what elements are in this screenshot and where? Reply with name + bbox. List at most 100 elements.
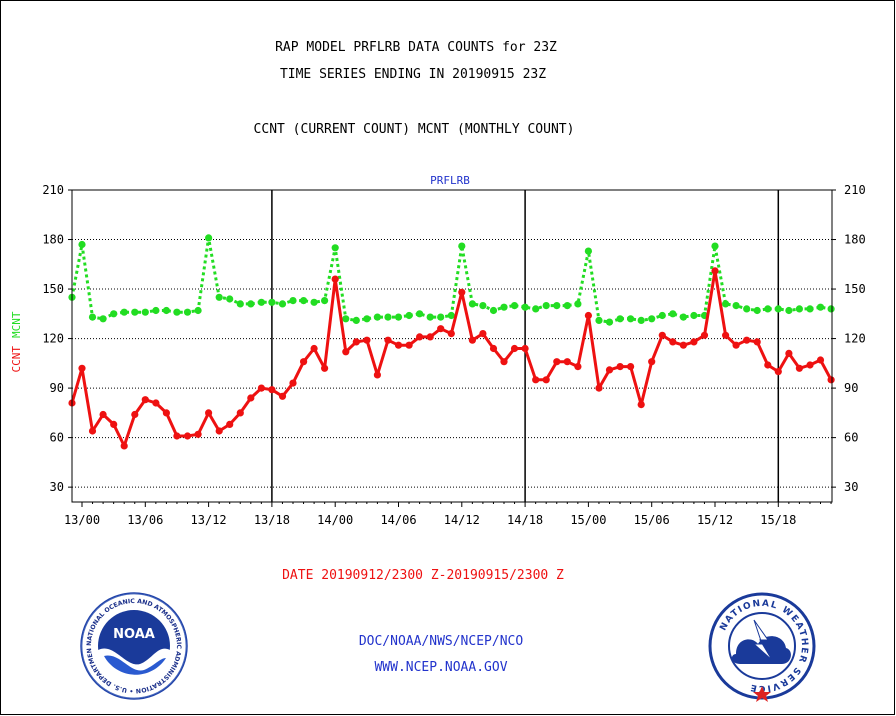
point-mcnt-5 — [120, 308, 128, 316]
point-ccnt-55 — [648, 358, 656, 366]
y-tick-label-left-90: 90 — [50, 381, 64, 395]
point-mcnt-40 — [489, 306, 498, 315]
point-mcnt-44 — [532, 305, 540, 313]
point-ccnt-15 — [226, 420, 234, 428]
point-mcnt-71 — [816, 303, 825, 311]
point-mcnt-19 — [268, 298, 276, 306]
axis-ticks: 30 30 60 60 90 90 120 120 150 150 180 180 210 210 13/0… — [42, 183, 865, 527]
point-mcnt-13 — [205, 234, 213, 242]
point-mcnt-22 — [300, 297, 308, 305]
point-ccnt-46 — [553, 358, 561, 366]
point-mcnt-38 — [468, 300, 476, 308]
point-mcnt-36 — [447, 311, 455, 320]
point-mcnt-1 — [78, 240, 86, 249]
point-mcnt-70 — [806, 305, 814, 313]
point-ccnt-10 — [173, 432, 181, 440]
point-ccnt-14 — [215, 427, 223, 435]
point-ccnt-66 — [764, 361, 772, 369]
point-ccnt-60 — [700, 331, 709, 339]
point-mcnt-51 — [605, 318, 614, 326]
point-ccnt-11 — [183, 432, 192, 440]
y-tick-label-left-120: 120 — [42, 332, 64, 346]
point-ccnt-53 — [627, 363, 635, 371]
point-mcnt-68 — [785, 306, 793, 315]
y-tick-label-right-180: 180 — [844, 233, 866, 247]
point-mcnt-7 — [141, 308, 149, 316]
date-range: DATE 20190912/2300 Z-20190915/2300 Z — [282, 568, 564, 583]
y-tick-label-right-210: 210 — [844, 183, 866, 197]
point-ccnt-62 — [722, 331, 730, 339]
point-mcnt-14 — [215, 293, 223, 301]
point-mcnt-64 — [743, 305, 751, 313]
point-ccnt-71 — [816, 356, 825, 364]
point-ccnt-25 — [331, 275, 339, 283]
point-mcnt-28 — [363, 315, 371, 323]
point-ccnt-59 — [690, 338, 698, 346]
point-mcnt-23 — [310, 298, 318, 306]
point-mcnt-58 — [679, 313, 688, 321]
point-ccnt-65 — [753, 338, 761, 346]
point-ccnt-31 — [394, 341, 403, 349]
chart-subtitle: CCNT (CURRENT COUNT) MCNT (MONTHLY COUNT… — [254, 122, 575, 137]
point-mcnt-48 — [574, 300, 582, 308]
x-tick-label-14-06: 14/06 — [380, 513, 416, 527]
point-mcnt-65 — [753, 306, 761, 315]
point-ccnt-8 — [152, 399, 160, 407]
point-mcnt-30 — [384, 313, 392, 321]
y-tick-label-left-30: 30 — [50, 480, 64, 494]
point-mcnt-59 — [690, 311, 698, 320]
y-tick-label-left-210: 210 — [42, 183, 64, 197]
point-mcnt-53 — [627, 315, 635, 323]
point-ccnt-48 — [574, 363, 582, 371]
point-mcnt-8 — [152, 306, 160, 315]
point-ccnt-38 — [468, 336, 476, 344]
x-tick-label-14-18: 14/18 — [507, 513, 543, 527]
point-ccnt-4 — [110, 420, 118, 428]
footer-org[interactable]: DOC/NOAA/NWS/NCEP/NCO — [359, 634, 524, 649]
point-mcnt-37 — [458, 242, 466, 250]
point-mcnt-10 — [173, 308, 181, 316]
point-ccnt-16 — [236, 409, 244, 417]
y-tick-label-right-60: 60 — [844, 431, 858, 445]
point-ccnt-61 — [711, 267, 719, 275]
point-mcnt-18 — [257, 298, 265, 306]
point-ccnt-40 — [489, 344, 498, 353]
point-ccnt-44 — [532, 376, 540, 384]
point-ccnt-51 — [605, 366, 614, 374]
point-ccnt-24 — [321, 364, 329, 372]
point-mcnt-20 — [278, 300, 287, 308]
point-ccnt-67 — [774, 368, 782, 376]
x-tick-label-15-12: 15/12 — [697, 513, 733, 527]
point-mcnt-32 — [405, 311, 413, 320]
point-mcnt-67 — [774, 305, 782, 313]
point-mcnt-25 — [331, 244, 339, 252]
point-ccnt-54 — [637, 401, 645, 409]
point-mcnt-69 — [795, 305, 804, 313]
chart-title-line1: RAP MODEL PRFLRB DATA COUNTS for 23Z — [275, 40, 557, 55]
footer-url[interactable]: WWW.NCEP.NOAA.GOV — [374, 660, 507, 675]
point-mcnt-12 — [194, 306, 202, 315]
point-ccnt-45 — [542, 376, 550, 384]
point-mcnt-27 — [352, 316, 360, 324]
x-tick-label-14-00: 14/00 — [317, 513, 353, 527]
point-mcnt-47 — [563, 302, 571, 310]
chart-title-line2: TIME SERIES ENDING IN 20190915 23Z — [280, 67, 546, 82]
noaa-logo-icon: NATIONAL OCEANIC AND ATMOSPHERIC ADMINIS… — [80, 592, 188, 700]
point-mcnt-61 — [711, 242, 719, 250]
point-ccnt-18 — [257, 384, 265, 392]
point-mcnt-34 — [426, 313, 434, 321]
x-tick-label-14-12: 14/12 — [444, 513, 480, 527]
series-ccnt — [68, 267, 835, 450]
point-mcnt-50 — [595, 316, 603, 324]
point-ccnt-9 — [162, 409, 170, 417]
svg-text:CCNTMCNT: CCNT MCNT — [10, 311, 23, 372]
point-ccnt-41 — [500, 358, 508, 366]
nws-logo-icon: NATIONAL WEATHER SERVICE — [708, 592, 816, 702]
point-ccnt-35 — [437, 325, 445, 333]
point-mcnt-72 — [827, 305, 835, 313]
point-mcnt-43 — [521, 303, 529, 311]
point-ccnt-42 — [510, 344, 519, 353]
point-mcnt-11 — [183, 308, 192, 316]
